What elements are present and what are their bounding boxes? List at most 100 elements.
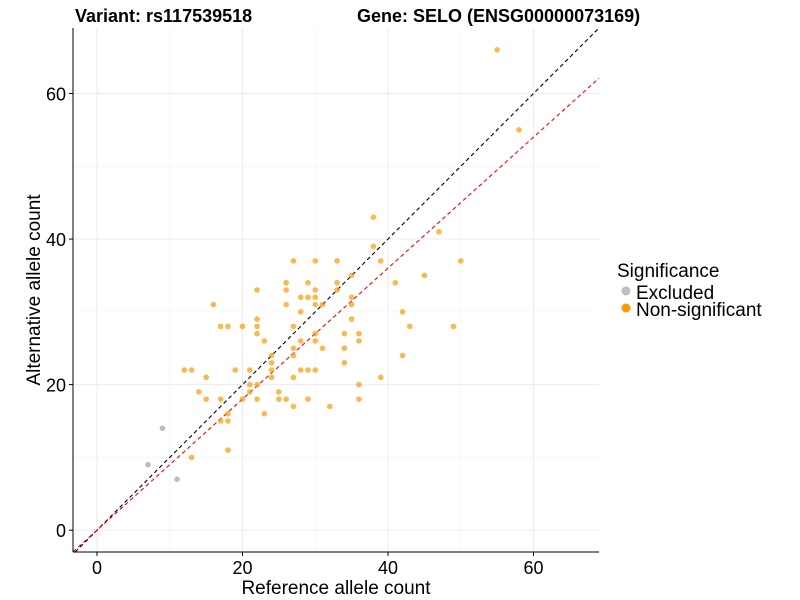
point-non-significant [254, 396, 260, 402]
point-non-significant [348, 316, 355, 322]
point-non-significant [261, 410, 268, 417]
point-non-significant [305, 396, 311, 402]
point-non-significant [305, 279, 311, 286]
x-axis-label: Reference allele count [241, 578, 431, 599]
point-non-significant [348, 272, 355, 279]
x-tick-label: 60 [524, 558, 544, 578]
grid [73, 28, 599, 552]
legend-title: Significance [617, 261, 719, 282]
point-non-significant [312, 367, 319, 373]
point-non-significant [246, 389, 253, 395]
point-non-significant [268, 352, 275, 359]
point-non-significant [203, 374, 209, 381]
point-non-significant [254, 381, 260, 388]
point-non-significant [290, 323, 297, 330]
point-non-significant [334, 258, 340, 264]
point-non-significant [319, 345, 326, 352]
point-non-significant [254, 316, 260, 322]
point-non-significant [225, 418, 231, 424]
point-non-significant [399, 309, 406, 315]
point-non-significant [188, 454, 195, 461]
point-non-significant [392, 279, 399, 286]
x-tick-label: 0 [92, 558, 102, 578]
y-tick-label: 40 [46, 230, 66, 250]
point-non-significant [290, 403, 297, 410]
x-tick-label: 20 [232, 558, 252, 578]
y-tick-label: 0 [56, 521, 66, 541]
point-non-significant [268, 374, 275, 381]
point-non-significant [239, 396, 246, 402]
point-non-significant [290, 352, 297, 359]
point-non-significant [341, 345, 348, 352]
point-non-significant [377, 374, 384, 381]
point-non-significant [217, 323, 224, 330]
point-non-significant [239, 323, 246, 330]
point-excluded [174, 476, 180, 483]
legend-key-excluded [621, 286, 631, 296]
point-non-significant [225, 410, 231, 417]
point-non-significant [327, 403, 333, 410]
point-excluded [159, 425, 166, 432]
point-non-significant [297, 338, 304, 344]
point-non-significant [225, 447, 231, 453]
reference-line-expected [72, 77, 600, 553]
x-tick-label: 40 [378, 558, 398, 578]
point-non-significant [370, 243, 377, 250]
point-non-significant [297, 309, 304, 315]
point-excluded [145, 461, 151, 468]
reference-line-identity [74, 27, 600, 553]
point-non-significant [246, 367, 253, 373]
point-non-significant [305, 294, 311, 301]
point-non-significant [290, 374, 297, 381]
point-non-significant [290, 345, 297, 352]
point-non-significant [246, 381, 253, 388]
point-non-significant [188, 367, 195, 373]
point-non-significant [377, 258, 384, 264]
point-non-significant [356, 396, 362, 402]
point-non-significant [232, 367, 239, 373]
point-non-significant [436, 228, 442, 235]
reference-lines [72, 27, 600, 553]
points [145, 47, 522, 483]
point-non-significant [225, 323, 231, 330]
point-non-significant [312, 338, 319, 344]
point-non-significant [283, 279, 289, 286]
point-non-significant [312, 330, 319, 337]
point-non-significant [312, 301, 319, 308]
title-gene: Gene: SELO (ENSG00000073169) [357, 6, 640, 26]
point-non-significant [494, 47, 500, 53]
point-non-significant [312, 287, 319, 293]
point-non-significant [319, 301, 326, 308]
point-non-significant [276, 389, 282, 395]
point-non-significant [254, 323, 260, 330]
legend-key-non-significant [621, 303, 631, 313]
point-non-significant [283, 396, 289, 402]
point-non-significant [356, 338, 362, 344]
title-variant: Variant: rs117539518 [75, 6, 252, 26]
point-non-significant [457, 258, 464, 264]
point-non-significant [196, 389, 202, 395]
point-non-significant [305, 367, 311, 373]
point-non-significant [254, 287, 260, 293]
point-non-significant [268, 359, 275, 366]
point-non-significant [283, 287, 289, 293]
point-non-significant [283, 301, 289, 308]
point-non-significant [450, 323, 457, 330]
point-non-significant [254, 330, 260, 337]
point-non-significant [312, 294, 319, 301]
point-non-significant [276, 396, 282, 402]
point-non-significant [261, 338, 268, 344]
point-non-significant [356, 381, 362, 388]
point-non-significant [334, 287, 340, 293]
point-non-significant [348, 294, 355, 301]
point-non-significant [297, 294, 304, 301]
point-non-significant [217, 396, 224, 402]
point-non-significant [297, 367, 304, 373]
point-non-significant [290, 258, 297, 264]
point-non-significant [516, 127, 522, 133]
point-non-significant [181, 367, 188, 373]
point-non-significant [210, 301, 217, 308]
point-non-significant [341, 359, 348, 366]
y-tick-label: 60 [46, 85, 66, 105]
